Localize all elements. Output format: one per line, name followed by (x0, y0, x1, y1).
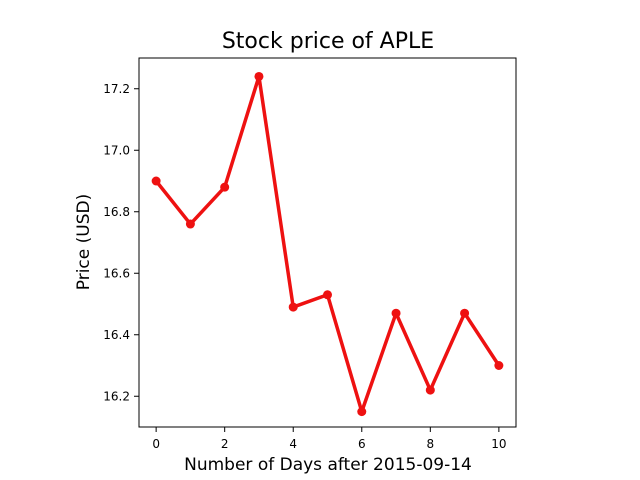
x-axis-label: Number of Days after 2015-09-14 (184, 455, 472, 475)
x-tick-label: 0 (152, 437, 160, 451)
y-tick-label: 16.4 (103, 328, 130, 342)
y-tick-label: 17.2 (103, 82, 130, 96)
data-point (151, 176, 161, 186)
x-tick-label: 10 (491, 437, 506, 451)
y-tick-label: 16.6 (103, 266, 130, 280)
data-point (254, 71, 264, 81)
chart-title: Stock price of APLE (222, 29, 434, 54)
data-point (323, 290, 332, 300)
x-tick-label: 4 (289, 437, 297, 451)
y-axis-label: Price (USD) (74, 194, 94, 290)
x-tick-label: 8 (426, 437, 434, 451)
data-point (185, 219, 195, 229)
data-point (425, 385, 435, 395)
data-point (220, 182, 230, 192)
y-axis-ticks: 16.2 16.4 16.6 16.8 17.0 17.2 (103, 82, 139, 403)
y-tick-label: 17.0 (103, 143, 130, 157)
x-axis-ticks: 0 2 4 6 8 10 (152, 427, 507, 451)
x-tick-label: 2 (221, 437, 229, 451)
y-tick-label: 16.8 (103, 205, 130, 219)
x-tick-label: 6 (358, 437, 366, 451)
y-tick-label: 16.2 (103, 389, 130, 403)
data-point (288, 302, 298, 312)
data-point (391, 308, 401, 318)
data-point (357, 407, 367, 417)
data-point (494, 361, 504, 370)
price-series-points (151, 71, 504, 417)
plot-area-frame (138, 57, 517, 428)
data-point (460, 308, 470, 318)
